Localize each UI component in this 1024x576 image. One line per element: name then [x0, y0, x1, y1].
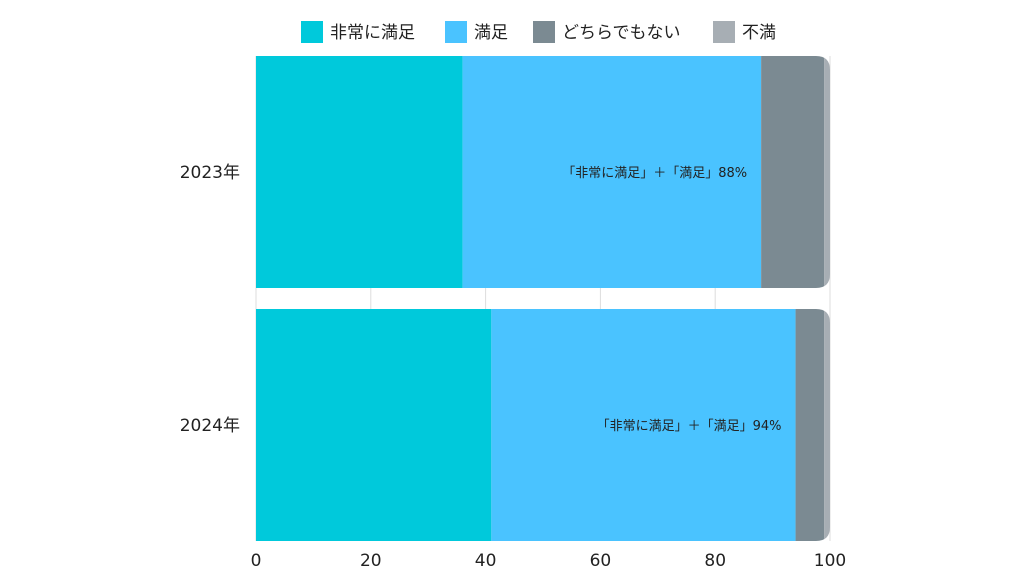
bar-0-1 — [462, 56, 762, 288]
annotation-0: 「非常に満足」＋「満足」88% — [562, 166, 747, 181]
x-tick-label-1: 20 — [360, 551, 382, 571]
legend-swatch-1 — [445, 21, 467, 43]
bars — [256, 56, 830, 541]
legend-label-0: 非常に満足 — [330, 23, 415, 43]
legend-swatch-3 — [713, 21, 735, 43]
legend-label-1: 満足 — [474, 23, 508, 43]
legend-swatch-2 — [533, 21, 555, 43]
x-tick-label-3: 60 — [590, 551, 612, 571]
legend: 非常に満足 満足 どちらでもない 不満 — [301, 21, 776, 43]
annotation-1: 「非常に満足」＋「満足」94% — [597, 419, 782, 434]
bar-group-1 — [256, 309, 830, 541]
y-axis-ticks: 2023年 2024年 — [180, 163, 240, 436]
bar-0-3 — [824, 56, 830, 288]
x-tick-label-4: 80 — [704, 551, 726, 571]
bar-1-3 — [824, 309, 830, 541]
x-tick-label-0: 0 — [251, 551, 262, 571]
annotations: 「非常に満足」＋「満足」88% 「非常に満足」＋「満足」94% — [562, 166, 781, 434]
y-tick-label-1: 2024年 — [180, 416, 240, 436]
x-tick-label-2: 40 — [475, 551, 497, 571]
bar-0-2 — [761, 56, 825, 288]
bar-group-0 — [256, 56, 830, 288]
y-tick-label-0: 2023年 — [180, 163, 240, 183]
x-axis-ticks: 0 20 40 60 80 100 — [251, 551, 847, 571]
bar-1-1 — [491, 309, 796, 541]
x-tick-label-5: 100 — [814, 551, 846, 571]
bar-0-0 — [256, 56, 463, 288]
legend-swatch-0 — [301, 21, 323, 43]
legend-label-3: 不満 — [742, 23, 776, 43]
bar-1-0 — [256, 309, 492, 541]
legend-label-2: どちらでもない — [562, 23, 681, 43]
bar-1-2 — [795, 309, 825, 541]
